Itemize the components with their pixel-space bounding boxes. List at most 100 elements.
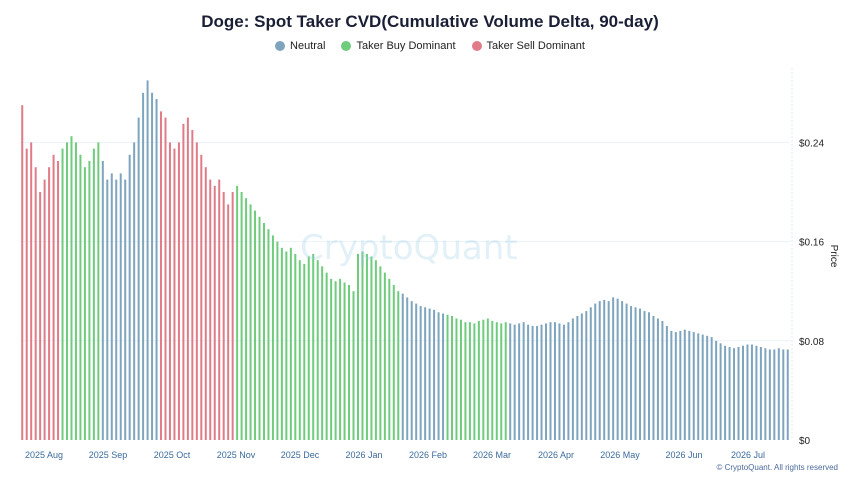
bar-neutral <box>768 349 771 440</box>
bar-neutral <box>607 301 610 440</box>
y-axis-ticks: $0 $0.08 $0.16 $0.24 <box>799 138 824 447</box>
bar-buy <box>262 223 265 440</box>
bar-sell <box>21 105 24 440</box>
bar-neutral <box>513 324 516 440</box>
bar-buy <box>459 319 462 440</box>
bar-buy <box>289 247 292 440</box>
bar-neutral <box>692 332 695 440</box>
bar-neutral <box>683 329 686 440</box>
bar-neutral <box>750 344 753 440</box>
bar-neutral <box>639 308 642 440</box>
bar-buy <box>79 154 82 441</box>
bar-neutral <box>562 324 565 440</box>
bar-buy <box>74 142 77 440</box>
legend-item-sell[interactable]: Taker Sell Dominant <box>471 40 585 52</box>
bar-buy <box>374 260 377 440</box>
bar-buy <box>285 251 288 440</box>
bar-neutral <box>428 308 431 440</box>
legend-dot-neutral <box>275 41 286 51</box>
bar-neutral <box>777 348 780 440</box>
bars-group <box>21 80 789 441</box>
bar-neutral <box>670 330 673 440</box>
bar-neutral <box>415 303 418 440</box>
x-tick-label: 2025 Aug <box>25 450 63 460</box>
bar-neutral <box>442 313 445 440</box>
bar-neutral <box>773 349 776 440</box>
bar-buy <box>303 263 306 440</box>
bar-buy <box>343 282 346 440</box>
bar-neutral <box>151 92 154 441</box>
bar-buy <box>477 320 480 440</box>
bar-neutral <box>580 313 583 440</box>
bar-sell <box>48 167 51 440</box>
bar-neutral <box>647 312 650 440</box>
bar-buy <box>330 278 333 440</box>
bar-buy <box>236 185 239 440</box>
bar-sell <box>227 204 230 440</box>
bar-buy <box>356 254 359 440</box>
bar-buy <box>307 256 310 440</box>
bar-neutral <box>110 173 113 440</box>
bar-neutral <box>755 345 758 440</box>
bar-neutral <box>786 349 789 440</box>
bar-neutral <box>733 348 736 440</box>
x-tick-label: 2026 Mar <box>473 450 511 460</box>
legend-label-sell: Taker Sell Dominant <box>486 40 585 52</box>
bar-neutral <box>545 323 548 440</box>
bar-sell <box>231 192 234 440</box>
bar-neutral <box>665 325 668 440</box>
bar-buy <box>446 314 449 440</box>
legend-item-buy[interactable]: Taker Buy Dominant <box>341 40 456 52</box>
legend-dot-sell <box>471 41 482 51</box>
bar-buy <box>298 260 301 440</box>
bar-sell <box>191 130 194 440</box>
bar-neutral <box>115 179 118 440</box>
x-tick-label: 2025 Oct <box>154 450 191 460</box>
bar-buy <box>468 322 471 440</box>
bar-sell <box>204 167 207 440</box>
legend-item-neutral[interactable]: Neutral <box>275 40 325 52</box>
bar-sell <box>182 123 185 441</box>
bar-buy <box>370 256 373 440</box>
bar-neutral <box>625 303 628 440</box>
bar-buy <box>83 167 86 440</box>
bar-neutral <box>737 347 740 440</box>
x-tick-label: 2025 Dec <box>281 450 320 460</box>
bar-buy <box>312 254 315 440</box>
bar-neutral <box>106 179 109 440</box>
bar-neutral <box>643 311 646 440</box>
bar-neutral <box>630 306 633 440</box>
chart-title: Doge: Spot Taker CVD(Cumulative Volume D… <box>201 12 659 31</box>
bar-buy <box>482 319 485 440</box>
bar-buy <box>486 318 489 440</box>
bar-buy <box>61 148 64 440</box>
bar-sell <box>34 167 37 440</box>
bar-sell <box>222 192 225 440</box>
bar-neutral <box>661 320 664 440</box>
bar-buy <box>240 192 243 440</box>
bar-neutral <box>433 309 436 440</box>
bar-sell <box>164 117 167 440</box>
bar-buy <box>392 285 395 440</box>
bar-neutral <box>688 330 691 440</box>
bar-buy <box>473 323 476 440</box>
bar-neutral <box>124 179 127 440</box>
bar-sell <box>57 161 60 440</box>
legend: Neutral Taker Buy Dominant Taker Sell Do… <box>0 40 860 52</box>
bar-neutral <box>509 323 512 440</box>
bar-buy <box>334 281 337 440</box>
bar-neutral <box>612 297 615 440</box>
x-tick-label: 2026 Jun <box>665 450 702 460</box>
bar-sell <box>168 142 171 440</box>
bar-neutral <box>603 299 606 440</box>
bar-neutral <box>137 117 140 440</box>
bar-neutral <box>710 337 713 440</box>
x-tick-label: 2026 Apr <box>538 450 574 460</box>
bar-buy <box>495 322 498 440</box>
bar-neutral <box>549 322 552 440</box>
bar-neutral <box>410 301 413 440</box>
bar-buy <box>339 278 342 440</box>
bar-neutral <box>616 298 619 440</box>
bar-neutral <box>553 322 556 440</box>
